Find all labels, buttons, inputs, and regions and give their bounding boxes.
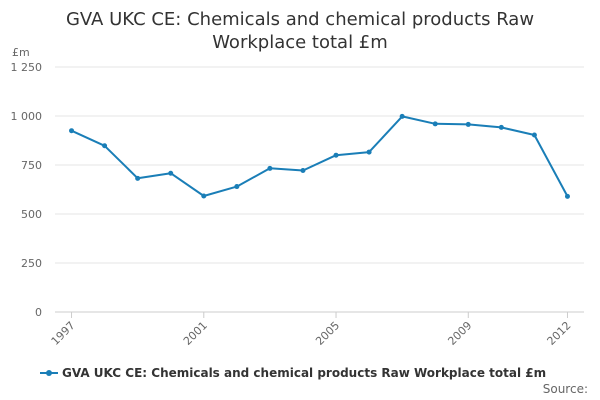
y-tick-label: 1 000 <box>11 110 43 123</box>
x-tick-label: 2001 <box>181 319 210 348</box>
y-tick-label: 0 <box>35 306 42 319</box>
data-point[interactable] <box>135 175 141 181</box>
legend-marker <box>46 370 52 376</box>
x-tick-label: 2012 <box>545 319 574 348</box>
chart-title-line-2: Workplace total £m <box>212 32 388 53</box>
legend-label: GVA UKC CE: Chemicals and chemical produ… <box>62 366 547 380</box>
data-point[interactable] <box>498 124 504 130</box>
x-axis: 1997 2001 2005 2009 2012 <box>49 312 574 348</box>
data-point[interactable] <box>399 113 405 119</box>
data-point[interactable] <box>432 121 438 127</box>
y-tick-label: 250 <box>21 257 42 270</box>
series-line <box>71 115 569 197</box>
series-group <box>69 113 570 199</box>
chart-title: GVA UKC CE: Chemicals and chemical produ… <box>0 8 600 54</box>
data-point[interactable] <box>267 165 273 171</box>
y-tick-label: 1 250 <box>11 61 43 74</box>
data-point[interactable] <box>465 121 471 127</box>
source-label: Source: <box>542 382 588 396</box>
data-point[interactable] <box>201 193 207 199</box>
data-point[interactable] <box>168 170 174 176</box>
legend[interactable]: GVA UKC CE: Chemicals and chemical produ… <box>40 366 546 380</box>
y-axis-tick-labels: 0 250 500 750 1 000 1 250 <box>11 61 43 319</box>
x-tick-label: 2005 <box>313 319 342 348</box>
data-point[interactable] <box>564 193 570 199</box>
data-point[interactable] <box>69 128 75 134</box>
data-point[interactable] <box>300 167 306 173</box>
data-point[interactable] <box>234 184 240 190</box>
y-axis-unit-label: £m <box>12 46 30 59</box>
data-point[interactable] <box>102 143 108 149</box>
y-tick-label: 500 <box>21 208 42 221</box>
chart-title-line-1: GVA UKC CE: Chemicals and chemical produ… <box>65 9 535 30</box>
y-tick-label: 750 <box>21 159 42 172</box>
gridlines <box>55 66 584 313</box>
x-tick-label: 2009 <box>445 319 474 348</box>
data-point[interactable] <box>333 152 339 158</box>
data-point[interactable] <box>366 149 372 155</box>
x-tick-label: 1997 <box>49 319 78 348</box>
legend-swatch <box>40 368 58 378</box>
data-point[interactable] <box>531 132 537 138</box>
